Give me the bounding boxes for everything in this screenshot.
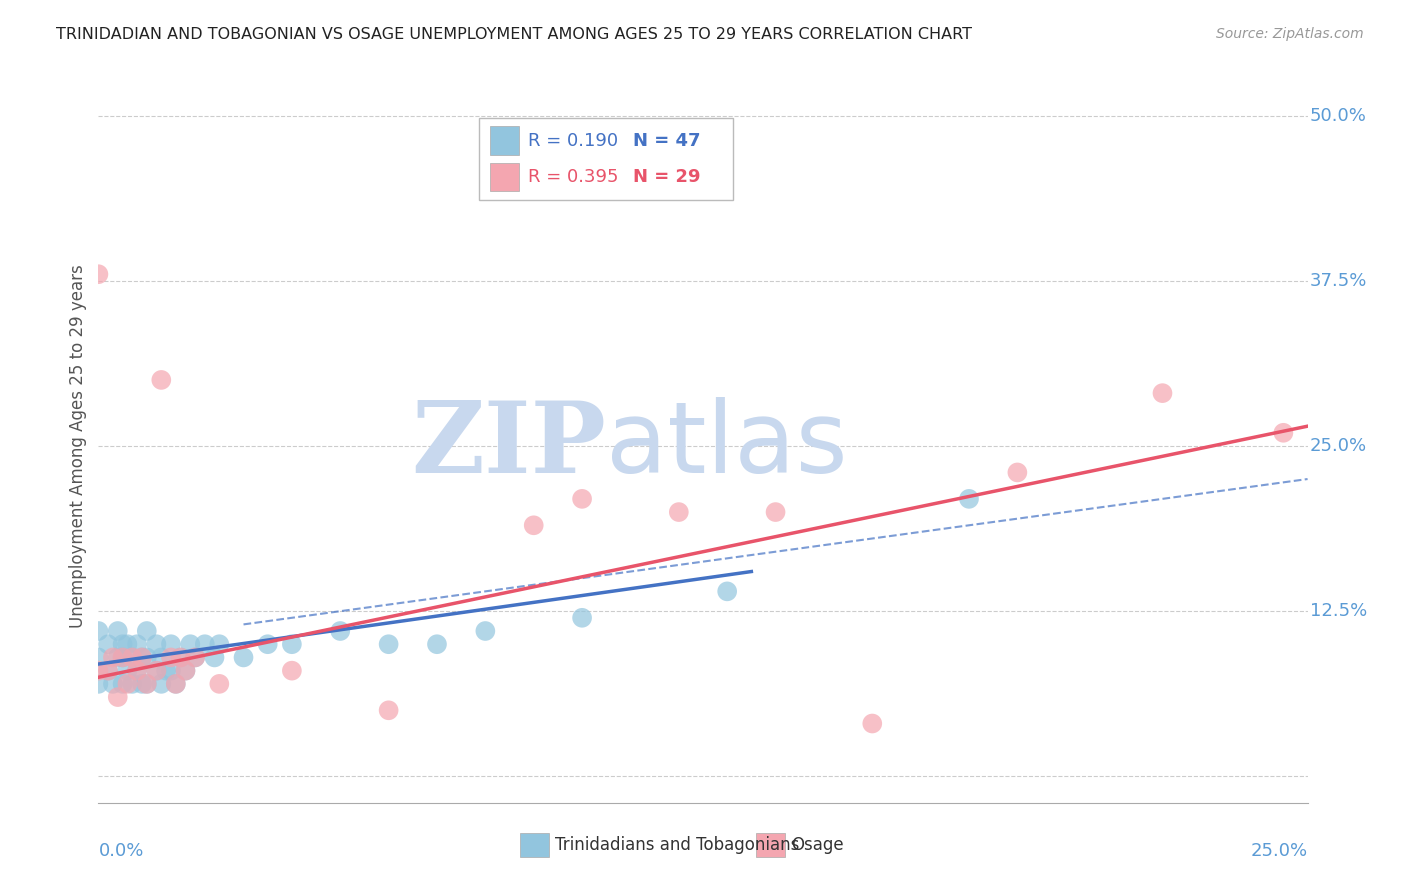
Text: R = 0.395: R = 0.395 (527, 168, 619, 186)
Point (523, 518, 546, 533)
Point (107, 650, 129, 665)
Point (160, 650, 183, 665)
Point (571, 611, 593, 625)
Point (150, 373, 173, 387)
Point (101, 677, 124, 691)
Point (87, 650, 110, 665)
FancyBboxPatch shape (479, 118, 734, 200)
Point (860, 716, 883, 731)
Point (1152, 386, 1174, 401)
Text: 37.5%: 37.5% (1310, 272, 1368, 290)
Text: 12.5%: 12.5% (1310, 602, 1367, 620)
Point (160, 664, 183, 678)
Text: Osage: Osage (792, 836, 844, 854)
Point (107, 624, 129, 638)
Point (87, 624, 110, 638)
Point (208, 637, 231, 651)
Point (716, 584, 738, 599)
Point (194, 637, 217, 651)
Point (145, 664, 167, 678)
Point (957, 491, 980, 506)
Point (145, 637, 167, 651)
Point (127, 664, 149, 678)
FancyBboxPatch shape (520, 833, 550, 857)
Text: R = 0.190: R = 0.190 (527, 132, 617, 150)
Point (135, 677, 157, 691)
Point (165, 677, 187, 691)
Point (101, 650, 124, 665)
Point (107, 690, 129, 704)
Point (135, 677, 157, 691)
Point (111, 637, 134, 651)
Point (131, 677, 153, 691)
Point (571, 491, 593, 506)
Point (111, 650, 134, 665)
Point (329, 624, 352, 638)
Point (179, 637, 201, 651)
Text: Trinidadians and Tobagonians: Trinidadians and Tobagonians (555, 836, 800, 854)
Point (377, 637, 399, 651)
Point (111, 677, 134, 691)
Text: 0.0%: 0.0% (98, 842, 143, 860)
Point (256, 637, 278, 651)
Point (145, 664, 167, 678)
Point (117, 637, 139, 651)
Text: ZIP: ZIP (412, 398, 606, 494)
Point (111, 650, 134, 665)
Point (184, 650, 207, 665)
Point (668, 505, 690, 519)
Point (117, 664, 139, 678)
Point (135, 624, 157, 638)
Point (281, 664, 304, 678)
Text: 50.0%: 50.0% (1310, 107, 1367, 125)
Point (87, 267, 110, 281)
Point (127, 637, 149, 651)
Point (131, 650, 153, 665)
Point (474, 624, 496, 638)
Point (184, 650, 207, 665)
Point (169, 650, 191, 665)
Text: 25.0%: 25.0% (1310, 437, 1367, 455)
Point (377, 703, 399, 717)
Text: 25.0%: 25.0% (1250, 842, 1308, 860)
Point (97, 664, 120, 678)
Text: Source: ZipAtlas.com: Source: ZipAtlas.com (1216, 27, 1364, 41)
Point (160, 637, 183, 651)
Point (97, 664, 120, 678)
Point (174, 664, 197, 678)
Point (117, 677, 139, 691)
Point (232, 650, 254, 665)
Point (150, 677, 173, 691)
Point (121, 650, 143, 665)
Point (150, 650, 173, 665)
Text: N = 29: N = 29 (633, 168, 700, 186)
Point (208, 677, 231, 691)
Point (1007, 466, 1029, 480)
Point (87, 664, 110, 678)
Text: atlas: atlas (606, 398, 848, 494)
Point (155, 664, 177, 678)
FancyBboxPatch shape (491, 127, 519, 155)
Point (174, 664, 197, 678)
Point (426, 637, 449, 651)
Point (765, 505, 787, 519)
Point (87, 677, 110, 691)
Point (131, 650, 153, 665)
Point (204, 650, 226, 665)
Point (281, 637, 304, 651)
Point (169, 650, 191, 665)
Y-axis label: Unemployment Among Ages 25 to 29 years: Unemployment Among Ages 25 to 29 years (69, 264, 87, 628)
Point (1272, 425, 1295, 440)
Point (135, 650, 157, 665)
Text: TRINIDADIAN AND TOBAGONIAN VS OSAGE UNEMPLOYMENT AMONG AGES 25 TO 29 YEARS CORRE: TRINIDADIAN AND TOBAGONIAN VS OSAGE UNEM… (56, 27, 972, 42)
Text: N = 47: N = 47 (633, 132, 700, 150)
FancyBboxPatch shape (756, 833, 785, 857)
Point (165, 677, 187, 691)
Point (97, 637, 120, 651)
Point (127, 664, 149, 678)
FancyBboxPatch shape (491, 162, 519, 191)
Point (121, 650, 143, 665)
Point (121, 677, 143, 691)
